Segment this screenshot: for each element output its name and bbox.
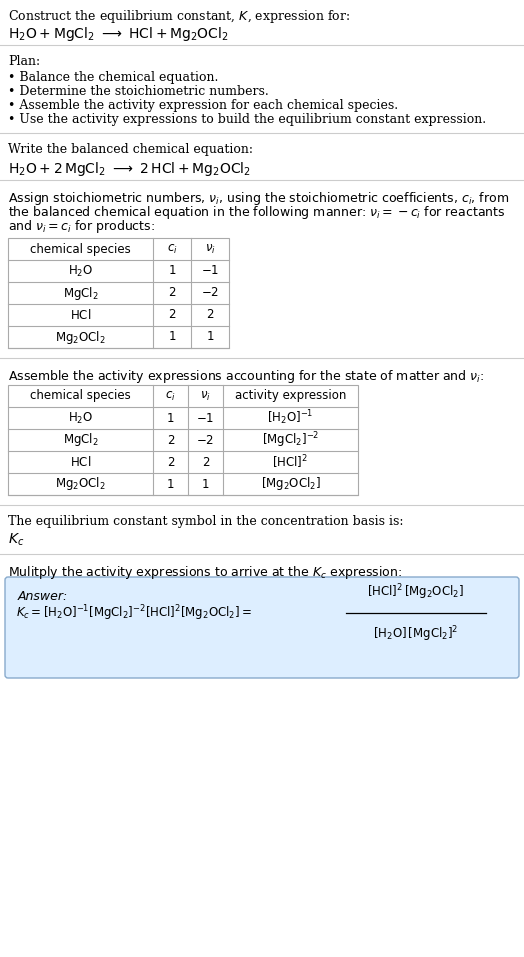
Text: 2: 2	[202, 456, 209, 469]
Text: $-1$: $-1$	[201, 264, 219, 278]
Text: $[\mathrm{HCl}]^{2}$: $[\mathrm{HCl}]^{2}$	[272, 454, 309, 471]
Text: $\mathrm{Mg_2OCl_2}$: $\mathrm{Mg_2OCl_2}$	[55, 476, 106, 493]
Text: 1: 1	[167, 478, 174, 491]
Bar	[8, 385, 358, 495]
Text: chemical species: chemical species	[30, 389, 131, 403]
Text: $K_c = [\mathrm{H_2O}]^{-1}[\mathrm{MgCl_2}]^{-2}[\mathrm{HCl}]^{2}[\mathrm{Mg_2: $K_c = [\mathrm{H_2O}]^{-1}[\mathrm{MgCl…	[16, 603, 252, 623]
Text: 2: 2	[206, 308, 214, 322]
Text: Answer:: Answer:	[18, 590, 68, 603]
Text: $\mathrm{HCl}$: $\mathrm{HCl}$	[70, 308, 91, 322]
Text: $\mathrm{H_2O}$: $\mathrm{H_2O}$	[68, 263, 93, 278]
Text: 2: 2	[168, 308, 176, 322]
Text: $\mathrm{MgCl_2}$: $\mathrm{MgCl_2}$	[63, 284, 99, 301]
Text: 2: 2	[167, 434, 174, 447]
Text: Assign stoichiometric numbers, $\nu_i$, using the stoichiometric coefficients, $: Assign stoichiometric numbers, $\nu_i$, …	[8, 190, 509, 207]
Text: $\mathrm{H_2O + 2\,MgCl_2\ \longrightarrow\ 2\,HCl + Mg_2OCl_2}$: $\mathrm{H_2O + 2\,MgCl_2\ \longrightarr…	[8, 160, 251, 178]
Text: • Determine the stoichiometric numbers.: • Determine the stoichiometric numbers.	[8, 85, 269, 98]
Text: 1: 1	[202, 478, 209, 491]
Text: $\mathrm{HCl}$: $\mathrm{HCl}$	[70, 455, 91, 469]
Text: $\nu_i$: $\nu_i$	[200, 389, 211, 403]
Bar	[8, 238, 229, 348]
Text: $[\mathrm{H_2O}]\,[\mathrm{MgCl_2}]^{2}$: $[\mathrm{H_2O}]\,[\mathrm{MgCl_2}]^{2}$	[373, 624, 458, 644]
Text: 1: 1	[168, 330, 176, 344]
Text: The equilibrium constant symbol in the concentration basis is:: The equilibrium constant symbol in the c…	[8, 515, 403, 528]
Text: $[\mathrm{HCl}]^{2}\,[\mathrm{Mg_2OCl_2}]$: $[\mathrm{HCl}]^{2}\,[\mathrm{Mg_2OCl_2}…	[367, 583, 464, 602]
Text: $[\mathrm{Mg_2OCl_2}]$: $[\mathrm{Mg_2OCl_2}]$	[260, 476, 321, 493]
Text: Construct the equilibrium constant, $K$, expression for:: Construct the equilibrium constant, $K$,…	[8, 8, 350, 25]
Text: $\mathrm{H_2O + MgCl_2\ \longrightarrow\ HCl + Mg_2OCl_2}$: $\mathrm{H_2O + MgCl_2\ \longrightarrow\…	[8, 25, 229, 43]
Text: Write the balanced chemical equation:: Write the balanced chemical equation:	[8, 143, 253, 156]
FancyBboxPatch shape	[5, 577, 519, 678]
Text: activity expression: activity expression	[235, 389, 346, 403]
Text: • Balance the chemical equation.: • Balance the chemical equation.	[8, 71, 219, 84]
Text: Mulitply the activity expressions to arrive at the $K_c$ expression:: Mulitply the activity expressions to arr…	[8, 564, 402, 581]
Text: $-1$: $-1$	[196, 412, 215, 425]
Text: • Use the activity expressions to build the equilibrium constant expression.: • Use the activity expressions to build …	[8, 113, 486, 126]
Text: $\mathrm{MgCl_2}$: $\mathrm{MgCl_2}$	[63, 432, 99, 449]
Text: $c_i$: $c_i$	[167, 242, 177, 256]
Text: $\mathrm{Mg_2OCl_2}$: $\mathrm{Mg_2OCl_2}$	[55, 328, 106, 345]
Text: $K_c$: $K_c$	[8, 532, 24, 548]
Text: $[\mathrm{MgCl_2}]^{-2}$: $[\mathrm{MgCl_2}]^{-2}$	[262, 431, 319, 450]
Text: $\mathrm{H_2O}$: $\mathrm{H_2O}$	[68, 411, 93, 426]
Text: $-2$: $-2$	[196, 434, 215, 447]
Text: 1: 1	[167, 412, 174, 425]
Text: 1: 1	[168, 264, 176, 278]
Text: the balanced chemical equation in the following manner: $\nu_i = -c_i$ for react: the balanced chemical equation in the fo…	[8, 204, 506, 221]
Text: and $\nu_i = c_i$ for products:: and $\nu_i = c_i$ for products:	[8, 218, 155, 235]
Text: 2: 2	[168, 286, 176, 300]
Text: $-2$: $-2$	[201, 286, 219, 300]
Text: $[\mathrm{H_2O}]^{-1}$: $[\mathrm{H_2O}]^{-1}$	[267, 409, 314, 428]
Text: $c_i$: $c_i$	[165, 389, 176, 403]
Text: chemical species: chemical species	[30, 242, 131, 256]
Text: Plan:: Plan:	[8, 55, 40, 68]
Text: 1: 1	[206, 330, 214, 344]
Text: $\nu_i$: $\nu_i$	[204, 242, 215, 256]
Text: • Assemble the activity expression for each chemical species.: • Assemble the activity expression for e…	[8, 99, 398, 112]
Text: 2: 2	[167, 456, 174, 469]
Text: Assemble the activity expressions accounting for the state of matter and $\nu_i$: Assemble the activity expressions accoun…	[8, 368, 484, 385]
